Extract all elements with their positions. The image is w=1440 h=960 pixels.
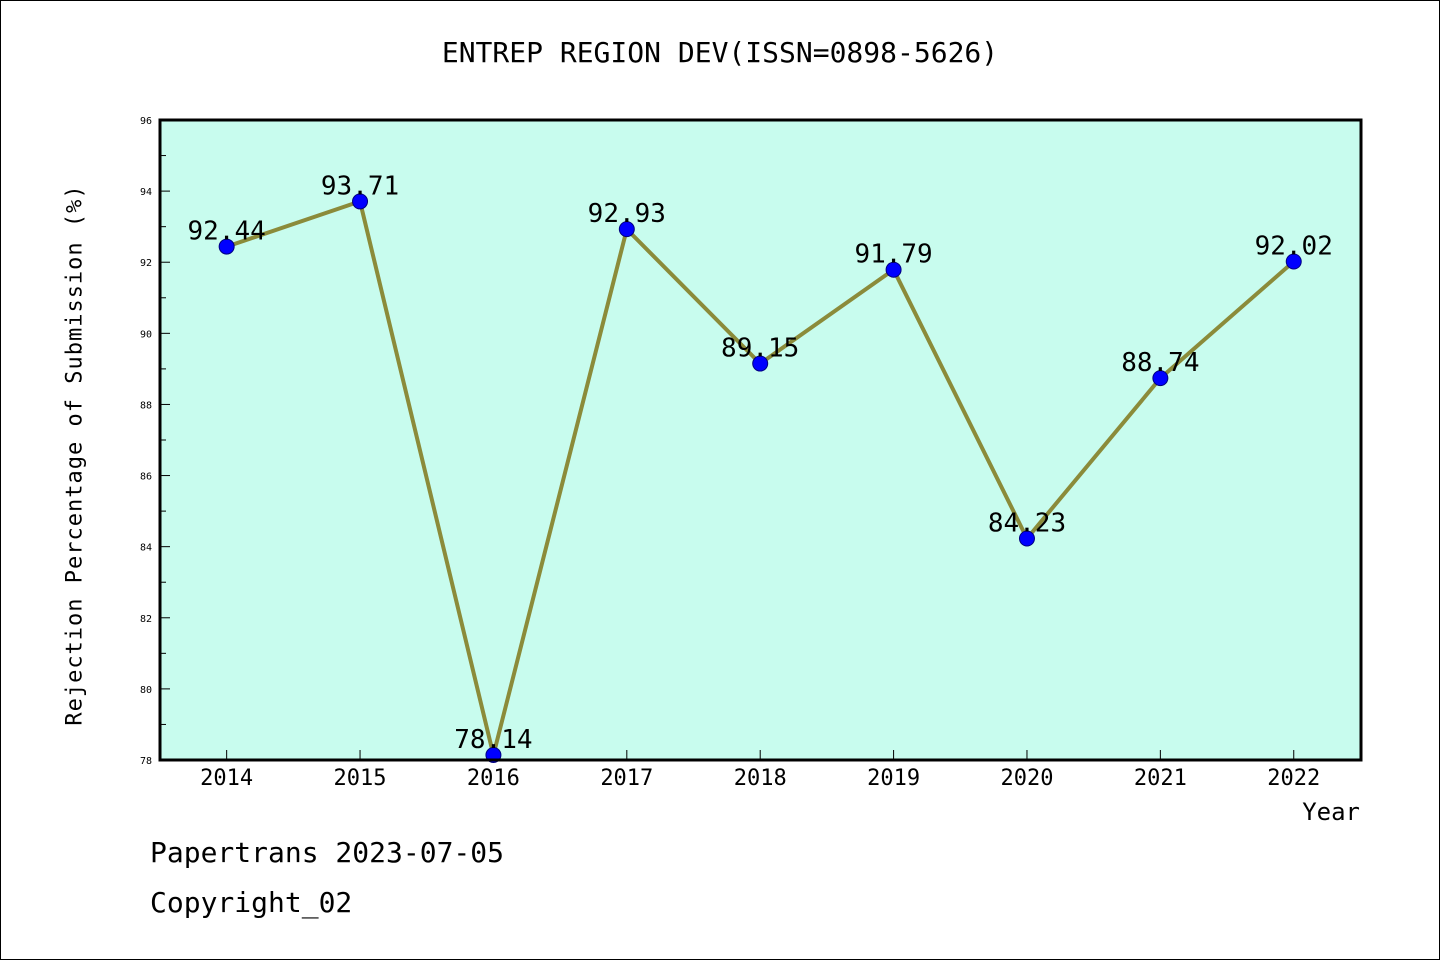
data-label: 92.93 <box>588 199 666 229</box>
data-label: 88.74 <box>1121 348 1199 378</box>
footer-copyright: Copyright_02 <box>150 886 353 919</box>
data-label: 78.14 <box>454 725 532 755</box>
data-point <box>885 261 902 278</box>
data-label: 91.79 <box>854 240 932 270</box>
y-tick-label: 86 <box>140 472 152 483</box>
y-tick-label: 92 <box>140 258 152 269</box>
y-tick-label: 80 <box>140 685 152 696</box>
data-label: 84.23 <box>988 508 1066 538</box>
data-point <box>1285 253 1302 270</box>
x-tick-label: 2017 <box>600 766 653 791</box>
x-axis-ticks: 2014 2015 2016 2017 2018 2019 2020 2021 2022 <box>200 750 1320 791</box>
data-label: 92.44 <box>188 217 266 247</box>
plot-area <box>160 120 1361 760</box>
y-tick-label: 96 <box>140 116 152 127</box>
plot-border <box>158 118 1363 762</box>
x-tick-label: 2019 <box>867 766 920 791</box>
y-tick-label: 82 <box>140 614 152 625</box>
y-tick-label: 78 <box>140 756 152 767</box>
y-tick-label: 88 <box>140 400 152 411</box>
y-tick-label: 90 <box>140 329 152 340</box>
data-point <box>618 221 635 238</box>
data-point <box>352 193 369 210</box>
x-tick-label: 2018 <box>734 766 787 791</box>
data-label: 89.15 <box>721 334 799 364</box>
footer-date: Papertrans 2023-07-05 <box>150 836 505 869</box>
x-tick-label: 2022 <box>1267 766 1320 791</box>
x-tick-label: 2015 <box>334 766 387 791</box>
data-points <box>218 193 1302 764</box>
x-tick-label: 2021 <box>1134 766 1187 791</box>
data-point <box>1152 370 1169 387</box>
data-point <box>752 355 769 372</box>
x-tick-label: 2020 <box>1000 766 1053 791</box>
data-point <box>1018 530 1035 547</box>
x-tick-label: 2014 <box>200 766 253 791</box>
data-label: 93.71 <box>321 171 399 201</box>
x-tick-label: 2016 <box>467 766 520 791</box>
data-labels: 92.44 93.71 78.14 92.93 89.15 91.79 84.23 88.74… <box>188 171 1333 755</box>
y-tick-label: 84 <box>140 543 152 554</box>
chart-title: ENTREP REGION DEV(ISSN=0898-5626) <box>441 36 999 69</box>
y-tick-label: 94 <box>140 187 152 198</box>
x-axis-label: Year <box>1302 798 1360 826</box>
data-point <box>218 238 235 255</box>
data-label: 92.02 <box>1255 232 1333 262</box>
